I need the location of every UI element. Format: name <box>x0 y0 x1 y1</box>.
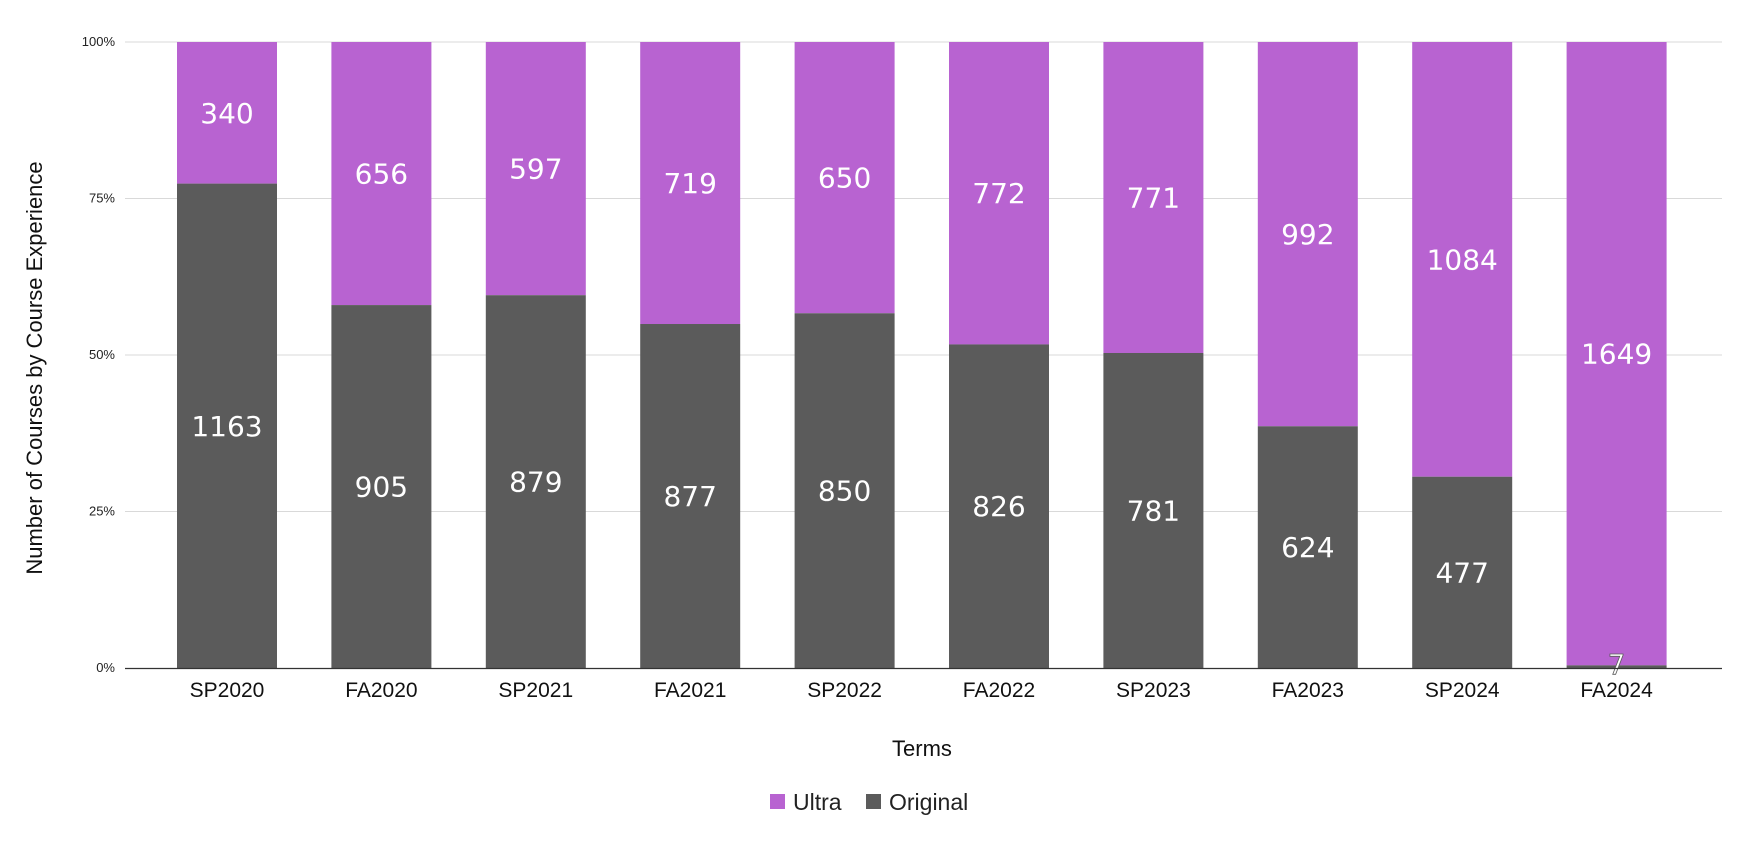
bar-original <box>1566 665 1667 668</box>
data-label-original: 826 <box>972 490 1025 523</box>
data-label-original: 879 <box>509 466 562 499</box>
bar-ultra <box>485 42 586 296</box>
data-label-ultra: 992 <box>1281 218 1334 251</box>
data-label-ultra: 771 <box>1127 181 1180 214</box>
bar-original <box>177 183 277 668</box>
bar-original <box>331 305 432 668</box>
data-label-original: 905 <box>355 471 408 504</box>
x-tick-label: FA2021 <box>654 679 726 702</box>
x-tick-label: SP2023 <box>1116 679 1191 702</box>
legend-label: Original <box>889 789 968 815</box>
x-axis-title: Terms <box>892 736 952 761</box>
data-label-original: 477 <box>1435 556 1488 589</box>
y-tick-label: 0% <box>96 660 115 675</box>
bar-original <box>794 313 895 668</box>
bar-original <box>1103 352 1204 668</box>
bar-ultra <box>1566 42 1667 666</box>
bar-ultra <box>640 42 741 325</box>
data-label-original: 7 <box>1608 648 1626 681</box>
legend-swatch <box>866 794 881 809</box>
x-tick-label: SP2024 <box>1425 679 1500 702</box>
bar-original <box>485 295 586 668</box>
bar-ultra <box>949 42 1049 345</box>
data-label-ultra: 597 <box>509 153 562 186</box>
legend: Ultra Original <box>770 789 968 815</box>
bar-original <box>949 344 1049 668</box>
bar-original <box>1412 476 1513 668</box>
bars <box>177 42 1667 668</box>
data-label-original: 850 <box>818 475 871 508</box>
bar-ultra <box>331 42 432 306</box>
y-axis-title: Number of Courses by Course Experience <box>22 161 47 574</box>
x-tick-label: SP2020 <box>190 679 265 702</box>
data-label-original: 1163 <box>191 410 262 443</box>
bar-original <box>640 324 741 668</box>
axes: 0% 25% 50% 75% 100% SP2020 FA2020 SP2021 FA2021 S… <box>82 34 1722 702</box>
data-label-ultra: 340 <box>200 97 253 130</box>
x-tick-label: FA2022 <box>963 679 1035 702</box>
bar-ultra <box>177 42 277 184</box>
bar-ultra <box>1412 42 1513 477</box>
data-label-ultra: 1649 <box>1581 338 1652 371</box>
legend-label: Ultra <box>793 789 842 815</box>
bar-original <box>1257 426 1358 668</box>
bar-ultra <box>1257 42 1358 427</box>
data-label-original: 781 <box>1127 494 1180 527</box>
x-tick-label: FA2024 <box>1580 679 1653 702</box>
x-tick-label: FA2023 <box>1272 679 1344 702</box>
y-tick-label: 50% <box>89 347 115 362</box>
data-label-ultra: 656 <box>355 158 408 191</box>
data-label-ultra: 772 <box>972 177 1025 210</box>
y-tick-label: 25% <box>89 504 115 519</box>
data-labels: 340 1163 656 905 597 879 719 877 650 850 772 826 771… <box>191 97 1652 682</box>
data-label-original: 877 <box>663 480 716 513</box>
data-label-original: 624 <box>1281 531 1334 564</box>
data-label-ultra: 650 <box>818 162 871 195</box>
y-tick-label: 75% <box>89 191 115 206</box>
y-tick-label: 100% <box>82 34 116 49</box>
data-label-ultra: 719 <box>663 167 716 200</box>
data-label-ultra: 1084 <box>1427 243 1498 276</box>
x-tick-label: SP2022 <box>807 679 882 702</box>
bar-ultra <box>794 42 895 314</box>
legend-swatch <box>770 794 785 809</box>
x-tick-label: SP2021 <box>498 679 573 702</box>
x-tick-label: FA2020 <box>345 679 417 702</box>
bar-ultra <box>1103 42 1204 353</box>
